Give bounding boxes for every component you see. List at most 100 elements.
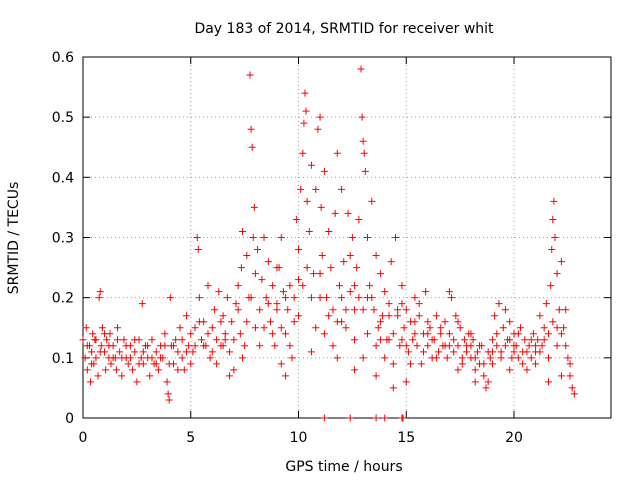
data-point [335, 282, 343, 290]
y-tick-label: 0 [65, 411, 74, 427]
data-point [482, 384, 490, 392]
data-point [226, 348, 234, 356]
data-point [228, 318, 236, 326]
data-point [564, 354, 572, 362]
data-point [387, 258, 395, 266]
data-point [536, 348, 544, 356]
data-point [560, 324, 568, 332]
data-point [532, 360, 540, 368]
data-point [193, 234, 201, 241]
data-point [254, 246, 262, 254]
data-point [510, 342, 518, 350]
data-point [357, 65, 365, 73]
data-point [230, 336, 238, 344]
data-point [538, 342, 546, 350]
data-point [542, 300, 550, 308]
data-point [97, 342, 105, 350]
data-point [389, 384, 397, 392]
data-point [432, 354, 440, 362]
data-point [241, 342, 249, 350]
data-point [277, 324, 285, 332]
data-point [219, 342, 227, 350]
data-point [372, 414, 380, 422]
data-point [312, 324, 320, 332]
data-point [170, 342, 178, 350]
data-point [338, 318, 346, 326]
y-tick-label: 0.6 [52, 50, 74, 66]
data-point [284, 306, 292, 314]
data-point [113, 324, 121, 332]
data-point [411, 294, 419, 302]
data-point [471, 354, 479, 362]
data-point [250, 203, 258, 211]
data-point [256, 306, 264, 314]
data-point [320, 167, 328, 175]
data-point [303, 264, 311, 272]
data-point [137, 354, 145, 362]
data-point [514, 354, 522, 362]
data-point [437, 324, 445, 332]
data-point [426, 324, 434, 332]
data-point [258, 276, 266, 284]
data-point [437, 330, 445, 338]
data-point [148, 336, 156, 344]
data-point [370, 306, 378, 314]
data-point [521, 336, 529, 344]
data-point [314, 125, 322, 133]
data-point [376, 318, 384, 326]
data-point [144, 342, 152, 350]
data-point [467, 342, 475, 350]
data-point [191, 342, 199, 350]
data-point [325, 227, 333, 235]
data-point [529, 330, 537, 338]
data-point [182, 348, 190, 356]
data-point [441, 318, 449, 326]
data-point [221, 336, 229, 344]
data-point [484, 378, 492, 386]
data-point [553, 270, 561, 278]
data-point [545, 378, 553, 386]
data-point [223, 294, 231, 302]
data-point [248, 143, 256, 151]
data-point [566, 372, 574, 380]
data-point [398, 282, 406, 290]
data-point [299, 282, 307, 290]
data-point [376, 336, 384, 344]
data-point [174, 348, 182, 356]
data-point [176, 324, 184, 332]
data-point [113, 336, 121, 344]
data-point [292, 215, 300, 223]
data-point [302, 107, 310, 115]
data-point [549, 215, 557, 223]
data-point [92, 336, 100, 344]
data-point [195, 294, 203, 302]
data-point [83, 366, 91, 374]
data-point [139, 348, 147, 356]
data-point [488, 360, 496, 368]
data-point [165, 396, 173, 404]
data-point [317, 203, 325, 211]
data-point [126, 354, 134, 362]
data-point [363, 294, 371, 302]
data-point [327, 264, 335, 272]
data-point [374, 324, 382, 332]
data-point [303, 197, 311, 205]
data-point [266, 318, 274, 326]
data-point [230, 366, 238, 374]
data-point [260, 324, 268, 332]
data-point [299, 149, 307, 157]
data-point [247, 125, 255, 133]
data-point [527, 354, 535, 362]
data-point [342, 324, 350, 332]
data-point [166, 294, 174, 302]
data-point [208, 324, 216, 332]
data-point [269, 282, 277, 290]
data-point [194, 246, 202, 254]
x-tick-label: 5 [186, 430, 195, 446]
data-point [238, 354, 246, 362]
data-point [288, 354, 296, 362]
data-point [458, 354, 466, 362]
data-point [568, 384, 576, 392]
data-point [148, 354, 156, 362]
data-point [400, 324, 408, 332]
